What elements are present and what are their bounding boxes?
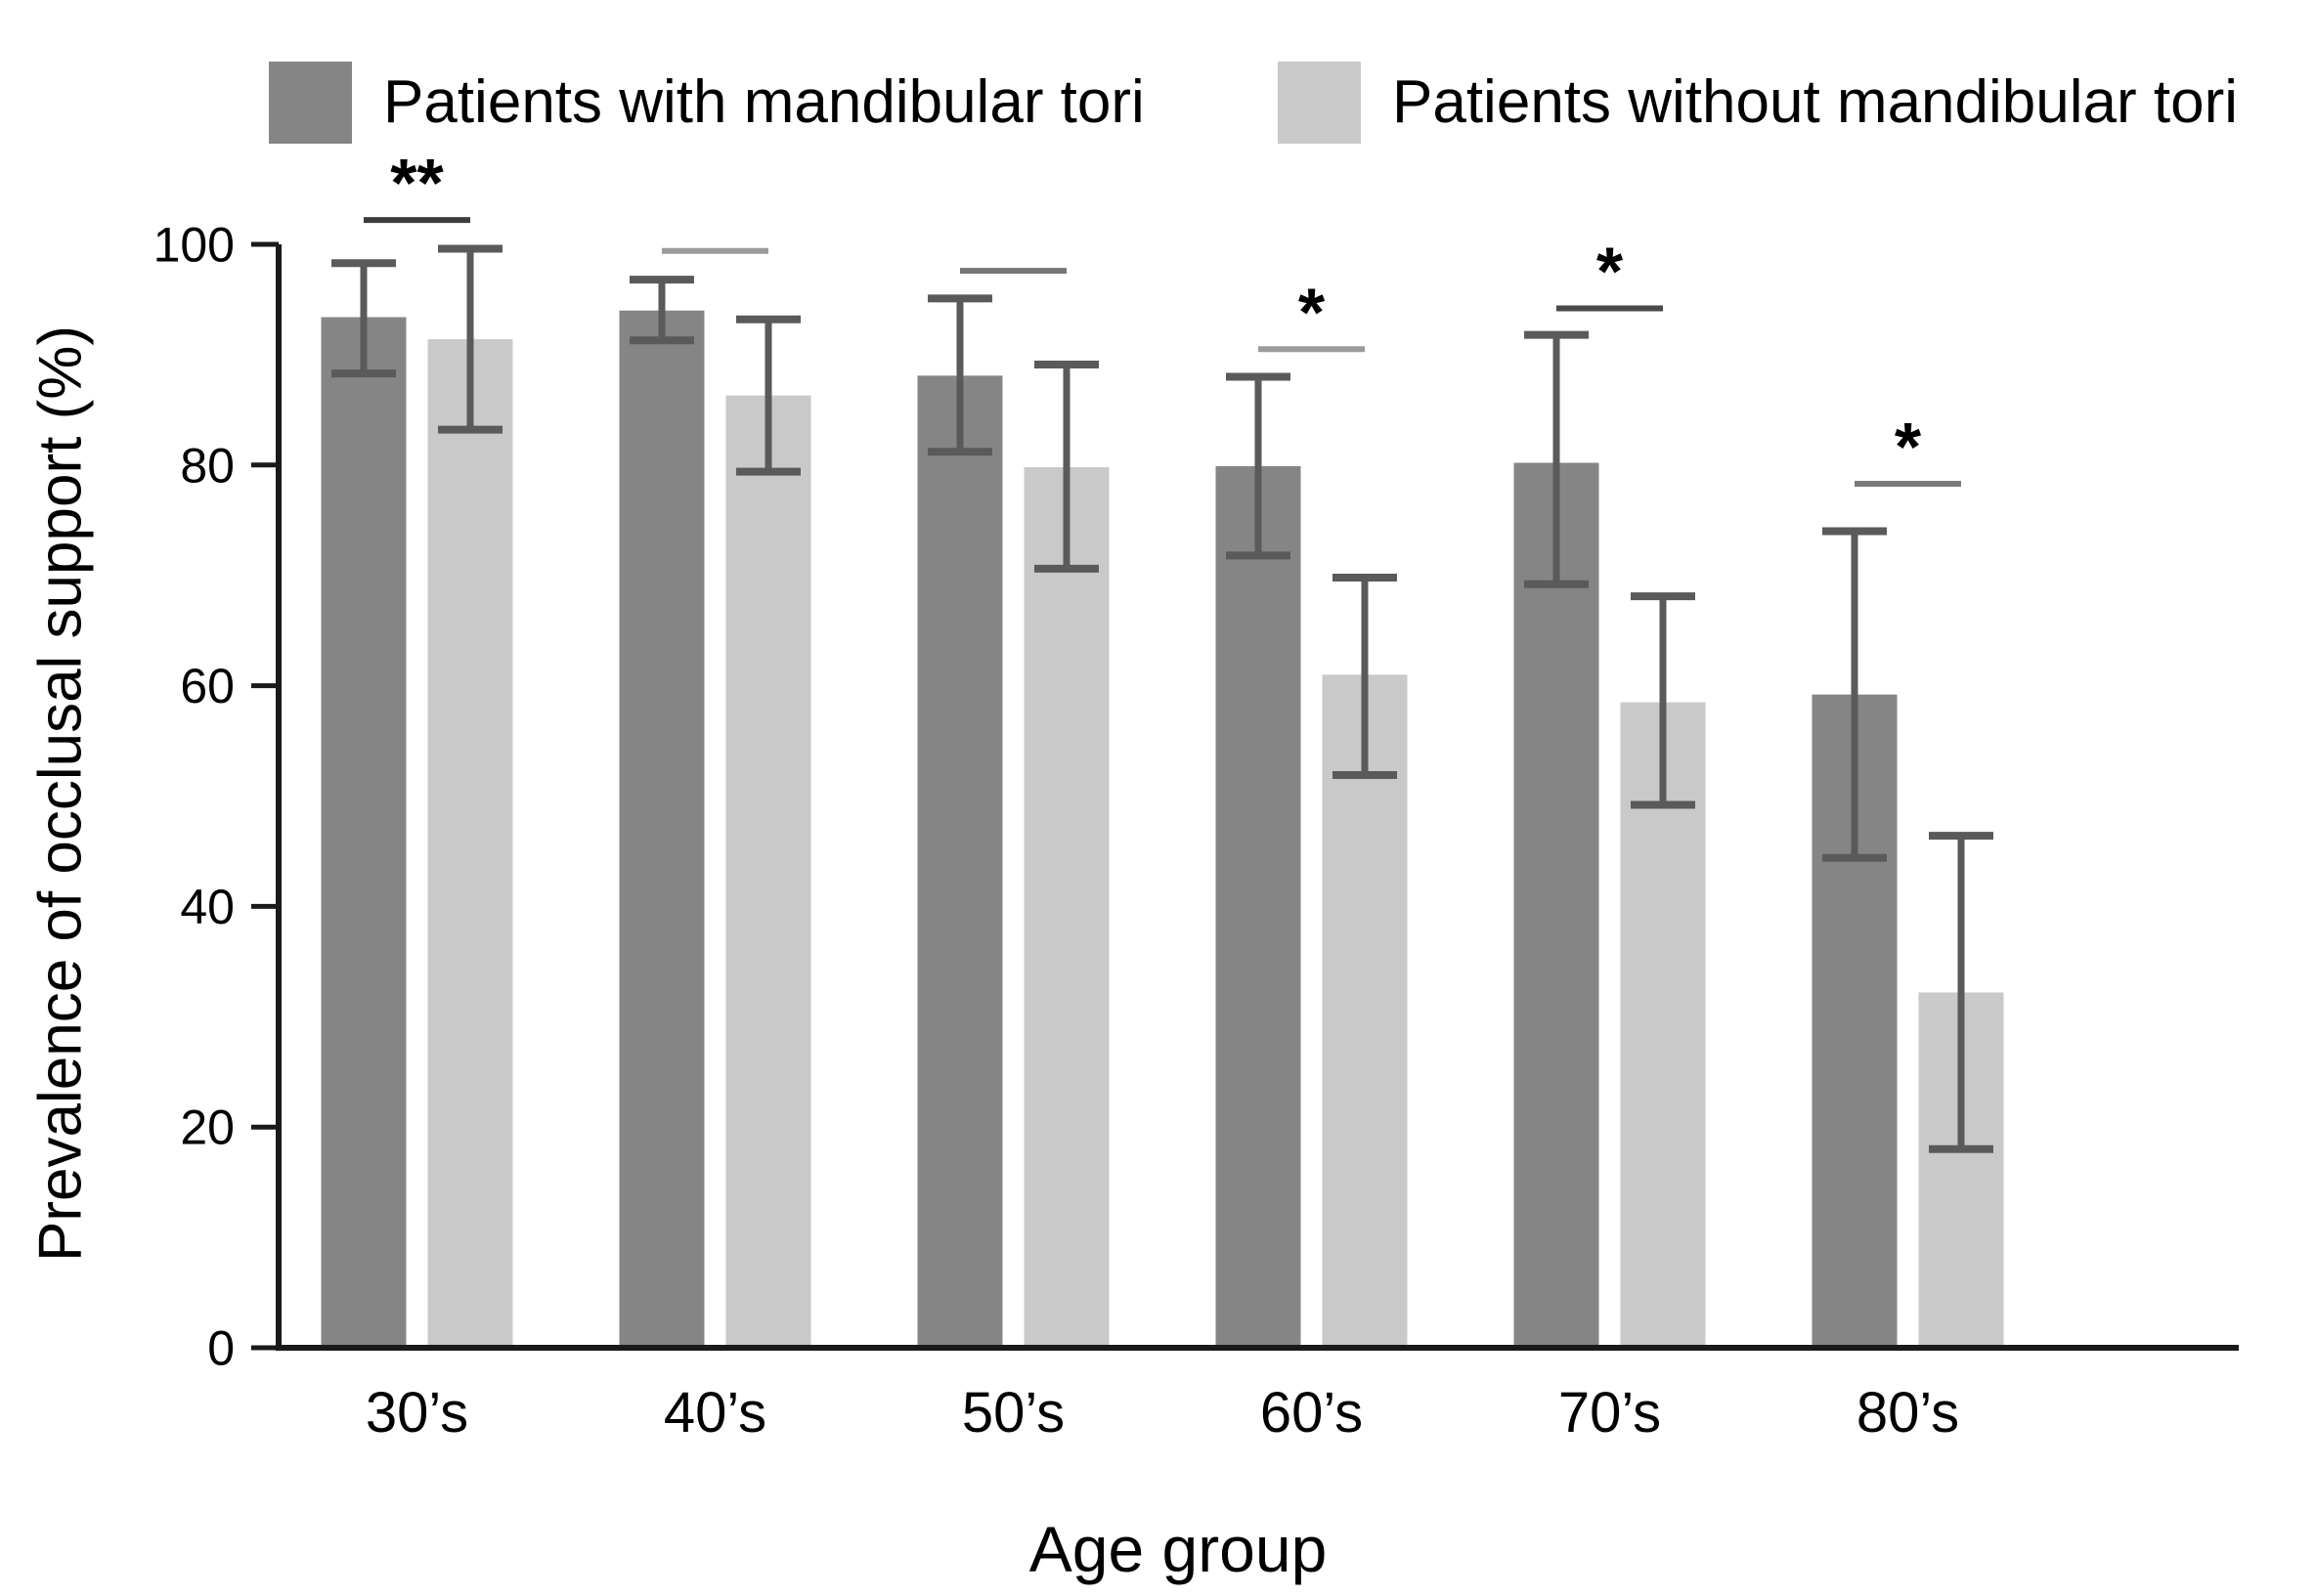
y-tick-label-0: 0 bbox=[207, 1321, 235, 1376]
significance-label-80’s: * bbox=[1895, 409, 1922, 485]
y-tick-label-40: 40 bbox=[180, 880, 235, 934]
significance-label-60’s: * bbox=[1298, 274, 1326, 350]
significance-label-30’s: ** bbox=[390, 145, 444, 221]
bar-with-tori-40’s bbox=[619, 310, 705, 1348]
bar-with-tori-70’s bbox=[1513, 462, 1599, 1348]
bar-without-tori-40’s bbox=[725, 395, 811, 1349]
legend-label-with-tori: Patients with mandibular tori bbox=[383, 68, 1145, 136]
bar-with-tori-30’s bbox=[321, 317, 407, 1348]
x-tick-label-60’s: 60’s bbox=[1260, 1381, 1363, 1445]
bar-without-tori-60’s bbox=[1322, 674, 1408, 1348]
bar-without-tori-70’s bbox=[1620, 702, 1706, 1348]
y-tick-label-100: 100 bbox=[153, 218, 235, 273]
legend-label-without-tori: Patients without mandibular tori bbox=[1392, 68, 2239, 136]
x-tick-label-50’s: 50’s bbox=[962, 1381, 1065, 1445]
y-tick-label-80: 80 bbox=[180, 438, 235, 493]
legend-swatch-without-tori-icon bbox=[1278, 62, 1361, 144]
bar-with-tori-50’s bbox=[917, 375, 1003, 1348]
x-axis-title: Age group bbox=[1028, 1513, 1328, 1585]
bar-without-tori-50’s bbox=[1024, 467, 1110, 1349]
significance-label-70’s: * bbox=[1596, 233, 1624, 309]
x-tick-label-80’s: 80’s bbox=[1856, 1381, 1959, 1445]
x-tick-label-40’s: 40’s bbox=[664, 1381, 766, 1445]
bar-with-tori-60’s bbox=[1215, 465, 1301, 1349]
bar-without-tori-30’s bbox=[427, 339, 513, 1348]
legend-item-with-tori: Patients with mandibular tori bbox=[269, 62, 1145, 144]
x-tick-label-30’s: 30’s bbox=[366, 1381, 468, 1445]
legend-item-without-tori: Patients without mandibular tori bbox=[1278, 62, 2238, 144]
y-tick-label-60: 60 bbox=[180, 659, 235, 713]
legend-swatch-with-tori-icon bbox=[269, 62, 352, 144]
y-tick-label-20: 20 bbox=[180, 1100, 235, 1155]
x-tick-label-70’s: 70’s bbox=[1558, 1381, 1661, 1445]
